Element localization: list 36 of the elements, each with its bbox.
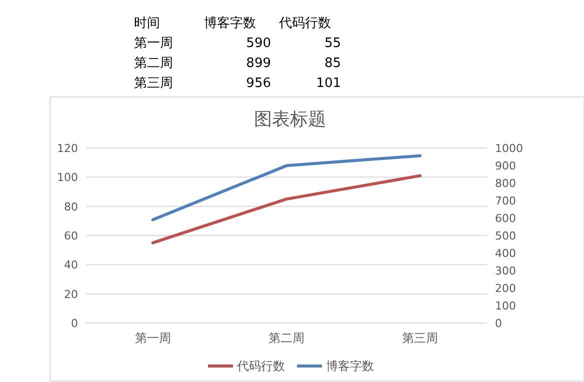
text: 第一周 [134,36,173,51]
text: 55 [324,36,341,51]
y2-tick-label: 700 [495,194,516,208]
y2-tick-label: 500 [495,230,516,242]
y2-tick-label: 800 [495,177,516,190]
text: 956 [246,76,271,91]
legend-label: 代码行数 [236,359,285,373]
y2-tick-label: 1000 [495,142,523,155]
y2-tick-label: 300 [495,264,516,278]
y-tick-label: 60 [64,230,78,242]
y-tick-label: 20 [64,288,78,301]
text: 590 [246,36,271,51]
y-tick-label: 100 [57,171,78,184]
text: 代码行数 [278,16,331,31]
text: 第二周 [134,56,173,71]
y2-tick-label: 600 [495,212,516,225]
y-tick-label: 120 [57,142,78,155]
legend-label: 博客字数 [326,359,374,373]
y-tick-label: 40 [64,258,78,272]
y-tick-label: 80 [64,200,78,214]
y2-tick-label: 200 [495,282,516,295]
y2-tick-label: 900 [495,160,516,172]
y2-tick-label: 100 [495,300,516,312]
chart-title: 图表标题 [254,109,326,130]
text: 时间 [134,16,160,31]
x-tick-label: 第三周 [402,331,438,345]
x-tick-label: 第一周 [134,331,171,345]
text: 第三周 [134,76,173,91]
x-tick-label: 第二周 [268,331,304,345]
y-tick-label: 0 [71,317,78,330]
y2-tick-label: 0 [495,317,502,330]
text: 85 [324,56,341,71]
y2-tick-label: 400 [495,247,516,260]
text: 101 [316,76,341,91]
text: 博客字数 [204,15,256,31]
text: 899 [246,56,271,71]
